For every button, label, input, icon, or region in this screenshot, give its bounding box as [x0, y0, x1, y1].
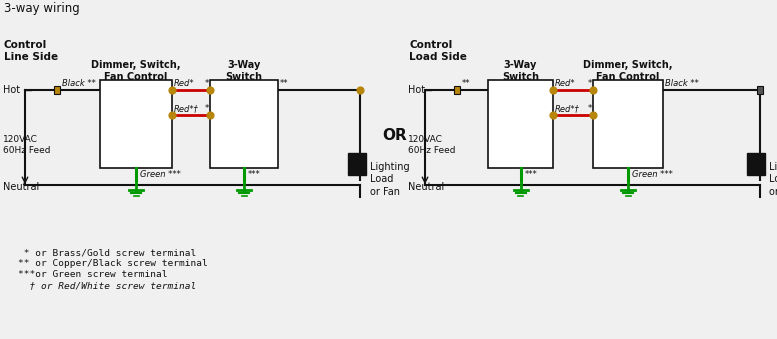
Text: * or Brass/Gold screw terminal: * or Brass/Gold screw terminal [18, 248, 197, 257]
Bar [757, 86, 763, 94]
Text: OR: OR [382, 127, 406, 142]
Text: Dimmer, Switch,
Fan Control: Dimmer, Switch, Fan Control [584, 60, 673, 82]
Text: Hot: Hot [408, 85, 425, 95]
Bar [54, 86, 60, 94]
Text: Red*†: Red*† [555, 104, 580, 113]
Text: Control
Load Side: Control Load Side [409, 40, 467, 62]
Text: *: * [205, 79, 209, 88]
Bar [454, 86, 460, 94]
Text: Hot: Hot [3, 85, 20, 95]
Text: 120VAC
60Hz Feed: 120VAC 60Hz Feed [408, 135, 455, 155]
Text: † or Red/White screw terminal: † or Red/White screw terminal [18, 281, 197, 290]
Text: Dimmer, Switch,
Fan Control: Dimmer, Switch, Fan Control [91, 60, 181, 82]
Bar [747, 153, 765, 175]
Text: *: * [587, 104, 592, 113]
Text: ***: *** [524, 170, 537, 179]
Text: 3-Way
Switch: 3-Way Switch [225, 60, 263, 82]
Bar [488, 80, 553, 168]
Text: 3-way wiring: 3-way wiring [4, 2, 80, 15]
Text: Red*: Red* [174, 79, 194, 88]
Bar [593, 80, 663, 168]
Text: ***: *** [248, 170, 261, 179]
Text: Black **: Black ** [665, 79, 699, 88]
Text: **: ** [462, 79, 471, 88]
Bar [348, 153, 366, 175]
Text: Lighting
Load
or Fan: Lighting Load or Fan [769, 162, 777, 197]
Text: 3-Way
Switch: 3-Way Switch [502, 60, 539, 82]
Text: Green ***: Green *** [632, 170, 673, 179]
Text: Neutral: Neutral [3, 182, 40, 192]
Text: ** or Copper/Black screw terminal: ** or Copper/Black screw terminal [18, 259, 207, 268]
Bar [100, 80, 172, 168]
Text: Red*†: Red*† [174, 104, 199, 113]
Text: 120VAC
60Hz Feed: 120VAC 60Hz Feed [3, 135, 51, 155]
Text: Red*: Red* [555, 79, 576, 88]
Text: **: ** [280, 79, 288, 88]
Text: Neutral: Neutral [408, 182, 444, 192]
Text: Black **: Black ** [62, 79, 96, 88]
Text: *: * [205, 104, 209, 113]
Text: Green ***: Green *** [140, 170, 181, 179]
Text: ***or Green screw terminal: ***or Green screw terminal [18, 270, 168, 279]
Text: Lighting
Load
or Fan: Lighting Load or Fan [370, 162, 409, 197]
Text: *: * [587, 79, 592, 88]
Text: Control
Line Side: Control Line Side [4, 40, 58, 62]
Bar [210, 80, 278, 168]
